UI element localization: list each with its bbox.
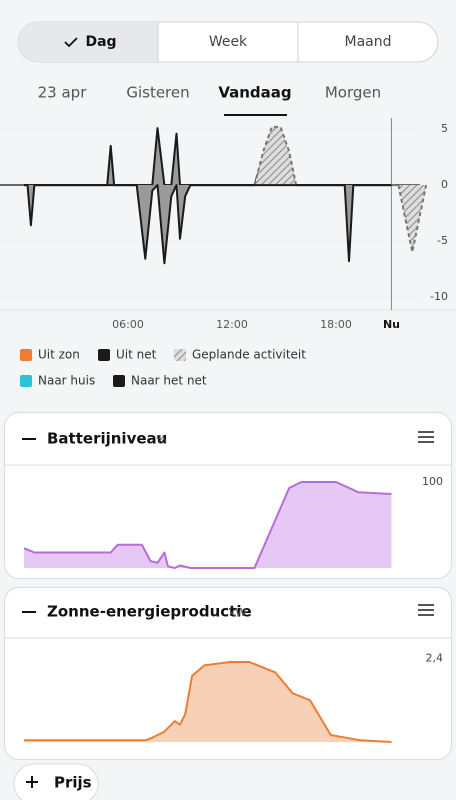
button-label[interactable]: Prijs [54, 774, 92, 792]
series-line [253, 125, 298, 186]
segment-label[interactable]: Maand [345, 34, 392, 50]
series-line [24, 127, 392, 187]
y-tick-label: 5 [441, 122, 448, 135]
price-button[interactable] [13, 763, 99, 800]
segment-label[interactable]: Dag [85, 34, 116, 50]
area-fill [24, 662, 392, 742]
legend-swatch [20, 375, 32, 387]
legend-label: Uit net [116, 348, 157, 362]
day-tab[interactable]: Gisteren [126, 84, 189, 102]
card-unit: % [156, 433, 166, 446]
tab-underline [224, 114, 287, 116]
area-fill [24, 128, 392, 186]
series-line [24, 661, 392, 743]
area-fill [24, 482, 392, 568]
y-tick-label: 2,4 [426, 651, 444, 664]
legend-label: Geplande activiteit [192, 348, 306, 362]
check-icon [64, 37, 78, 48]
y-tick-label: -10 [430, 290, 448, 303]
day-tab[interactable]: Morgen [325, 84, 381, 102]
segment-selected[interactable] [18, 22, 158, 62]
area-fill [254, 126, 297, 186]
area-fill [391, 185, 427, 253]
x-tick-label: 18:00 [320, 318, 352, 331]
legend-label: Naar huis [38, 374, 95, 388]
day-tab[interactable]: Vandaag [218, 84, 291, 102]
legend-label: Naar het net [131, 374, 207, 388]
card-unit: kW [229, 606, 246, 619]
segment-label[interactable]: Week [209, 34, 248, 50]
y-tick-label: 100 [422, 475, 443, 488]
y-tick-label: -5 [437, 234, 448, 247]
menu-icon[interactable] [418, 604, 434, 616]
card-title: Zonne-energieproductie [47, 603, 252, 621]
area-fill [24, 185, 392, 264]
series-line [23, 481, 392, 569]
series-line [24, 184, 392, 265]
legend-swatch [98, 349, 110, 361]
legend-swatch [174, 349, 186, 361]
y-tick-label: 0 [441, 178, 448, 191]
series-line [391, 184, 428, 254]
legend-swatch [113, 375, 125, 387]
now-label: Nu [383, 318, 400, 331]
menu-icon[interactable] [418, 431, 434, 443]
day-tab[interactable]: 23 apr [38, 84, 88, 102]
x-tick-label: 06:00 [112, 318, 144, 331]
plus-icon [26, 776, 38, 788]
legend-swatch [20, 349, 32, 361]
x-tick-label: 12:00 [216, 318, 248, 331]
card-title: Batterijniveau [47, 430, 167, 448]
legend-label: Uit zon [38, 348, 80, 362]
